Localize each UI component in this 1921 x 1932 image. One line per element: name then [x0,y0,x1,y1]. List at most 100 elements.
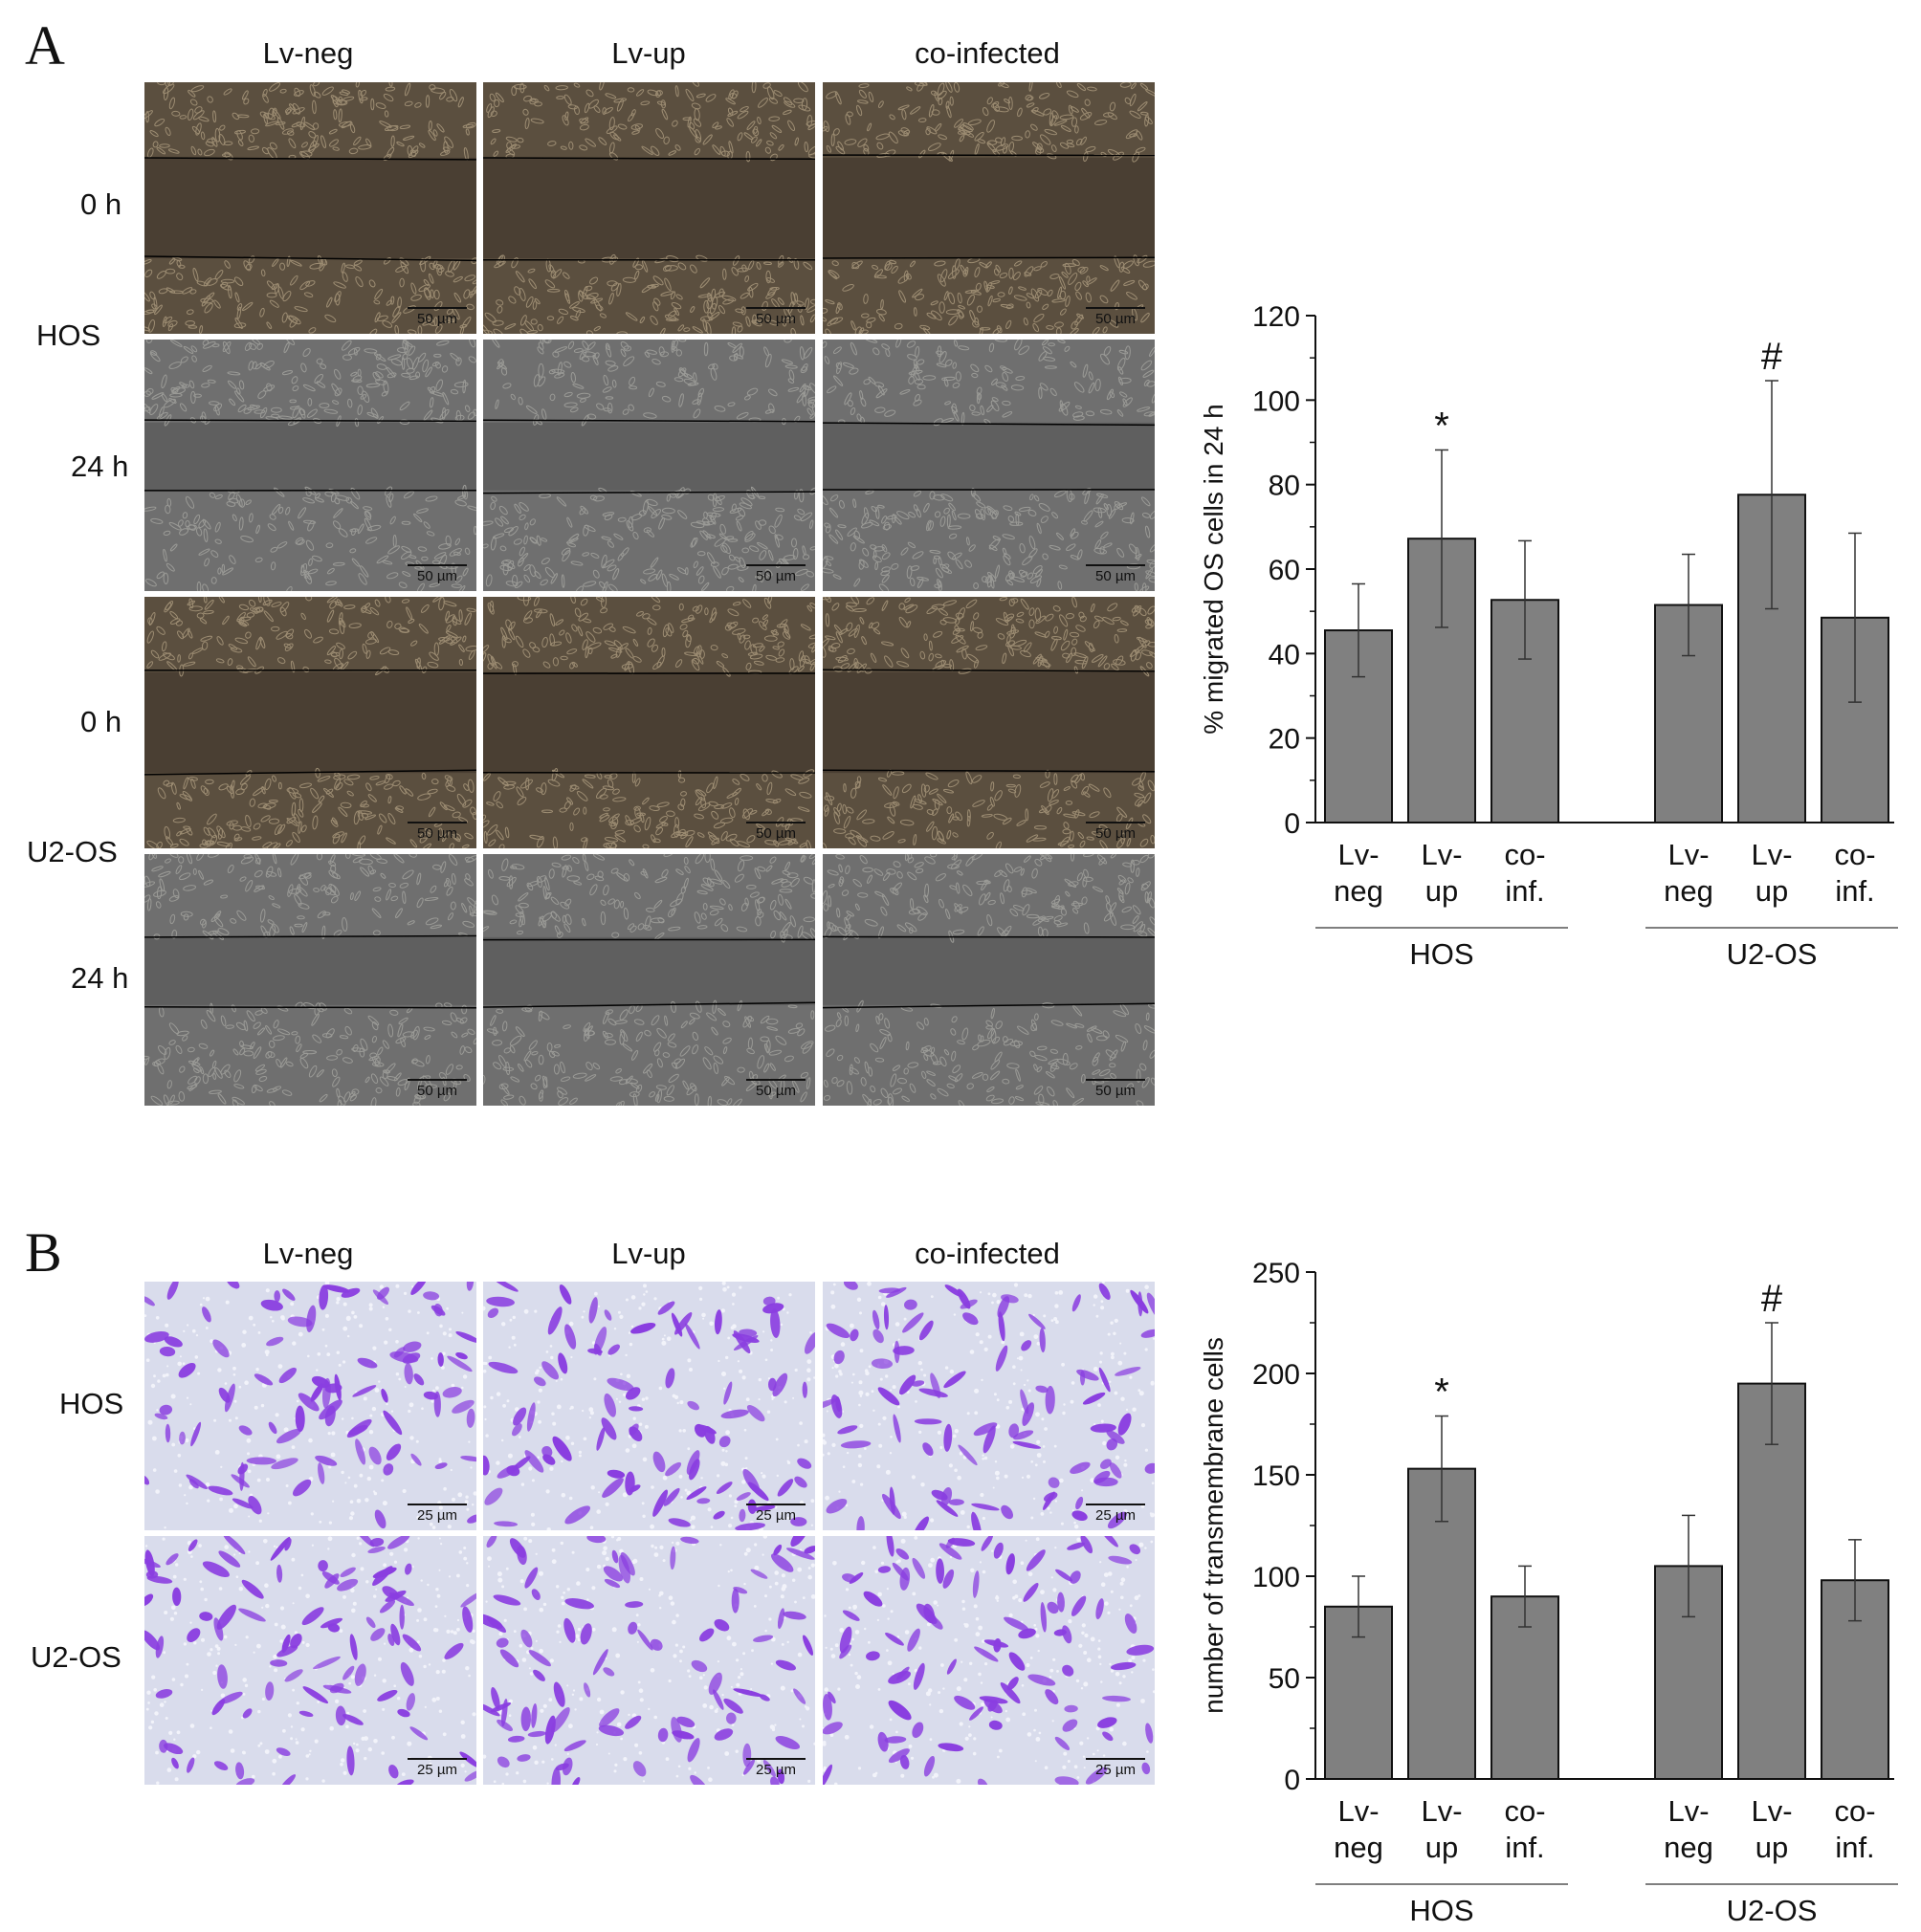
panel-a-letter: A [25,13,65,77]
wound-image-r4-c3 [823,854,1155,1106]
chart-b-ylabel: number of transmembrane cells [1199,1337,1228,1714]
wound-image-r1-c3 [823,82,1155,334]
scale-bar-label: 50 µm [404,1083,471,1099]
panel-b-col-co-infected: co-infected [825,1237,1150,1271]
scale-bar-label: 50 µm [404,825,471,842]
wound-image-r4-c2 [483,854,815,1106]
scale-bar-label: 50 µm [742,311,809,327]
wound-image-r3-c2 [483,597,815,848]
chart-b-category-label: up [1755,1831,1788,1864]
scale-bar [1086,822,1145,823]
panel-a-time-0h-u2os: 0 h [80,705,121,739]
chart-a-category-label: Lv- [1337,838,1379,871]
scale-bar [408,564,467,566]
chart-b-ytick-label: 50 [1269,1663,1300,1695]
panel-a-time-0h-hos: 0 h [80,187,121,222]
scale-bar [746,1758,806,1760]
chart-b-category-label: Lv- [1337,1794,1379,1828]
transwell-image-r2-c1 [144,1536,476,1785]
chart-b-category-label: inf. [1835,1831,1874,1864]
chart-b-ytick-label: 0 [1284,1765,1300,1796]
chart-a-group-label-HOS: HOS [1409,937,1473,971]
scale-bar [746,1079,806,1081]
scale-bar-label: 50 µm [742,1083,809,1099]
chart-a-significance-marker: * [1434,405,1449,447]
wound-image-r2-c1 [144,340,476,591]
wound-image-r1-c1 [144,82,476,334]
chart-a-category-label: co- [1504,838,1545,871]
wound-image-r1-c2 [483,82,815,334]
panel-a-col-lv-up: Lv-up [486,36,811,71]
panel-a-col-lv-neg: Lv-neg [145,36,471,71]
chart-b-ytick-label: 100 [1252,1562,1300,1593]
chart-a-ylabel: % migrated OS cells in 24 h [1199,404,1228,735]
chart-b-category-label: co- [1504,1794,1545,1828]
chart-a-ytick-label: 80 [1269,471,1300,502]
scale-bar-label: 25 µm [1082,1507,1149,1524]
chart-a-category-label: neg [1334,874,1383,908]
panel-b-col-lv-neg: Lv-neg [145,1237,471,1271]
panel-a-time-24h-u2os: 24 h [71,961,128,996]
wound-image-r3-c1 [144,597,476,848]
chart-a-ytick-label: 0 [1284,808,1300,840]
scale-bar-label: 50 µm [1082,311,1149,327]
chart-a-ytick-label: 40 [1269,639,1300,670]
scale-bar-label: 25 µm [404,1507,471,1524]
scale-bar [746,307,806,309]
scale-bar [408,822,467,823]
panel-b-col-lv-up: Lv-up [486,1237,811,1271]
scale-bar [746,564,806,566]
scale-bar-label: 25 µm [742,1762,809,1778]
chart-b-significance-marker: # [1761,1278,1783,1320]
scale-bar-label: 50 µm [742,825,809,842]
chart-a-category-label: Lv- [1667,838,1709,871]
scale-bar [746,822,806,823]
scale-bar [1086,1504,1145,1505]
transwell-image-r2-c2 [483,1536,815,1785]
chart-a-ytick-label: 20 [1269,724,1300,756]
chart-b-group-label-U2-OS: U2-OS [1727,1894,1818,1927]
chart-b-category-label: Lv- [1421,1794,1462,1828]
wound-image-r4-c1 [144,854,476,1106]
chart-a-category-label: inf. [1835,874,1874,908]
chart-a-category-label: inf. [1505,874,1544,908]
chart-b-category-label: inf. [1505,1831,1544,1864]
transwell-image-r1-c2 [483,1282,815,1530]
chart-a-category-label: neg [1664,874,1713,908]
chart-b-category-label: Lv- [1751,1794,1792,1828]
scale-bar [746,1504,806,1505]
chart-a-ytick-label: 120 [1252,301,1300,333]
chart-a-ytick-label: 100 [1252,385,1300,417]
scale-bar-label: 25 µm [742,1507,809,1524]
transwell-image-r1-c3 [823,1282,1155,1530]
scale-bar [1086,307,1145,309]
chart-b-category-label: co- [1834,1794,1875,1828]
scale-bar [408,1079,467,1081]
panel-a-cellline-hos: HOS [36,318,100,353]
wound-image-r3-c3 [823,597,1155,848]
chart-b-category-label: neg [1664,1831,1713,1864]
scale-bar-label: 50 µm [404,311,471,327]
chart-b-category-label: up [1425,1831,1458,1864]
scale-bar [408,307,467,309]
scale-bar-label: 50 µm [742,568,809,584]
scale-bar-label: 50 µm [1082,568,1149,584]
wound-image-r2-c2 [483,340,815,591]
chart-a-significance-marker: # [1761,336,1783,378]
panel-b-cellline-hos: HOS [59,1387,123,1421]
chart-b-group-label-HOS: HOS [1409,1894,1473,1927]
scale-bar-label: 50 µm [1082,1083,1149,1099]
panel-b-letter: B [25,1220,62,1284]
panel-a-cellline-u2os: U2-OS [27,835,118,869]
scale-bar [408,1758,467,1760]
transwell-image-r1-c1 [144,1282,476,1530]
scale-bar [1086,1758,1145,1760]
panel-a-time-24h-hos: 24 h [71,450,128,484]
chart-b-ytick-label: 200 [1252,1359,1300,1391]
scale-bar [1086,1079,1145,1081]
chart-b-ytick-label: 250 [1252,1258,1300,1289]
chart-a-category-label: co- [1834,838,1875,871]
scale-bar-label: 50 µm [404,568,471,584]
